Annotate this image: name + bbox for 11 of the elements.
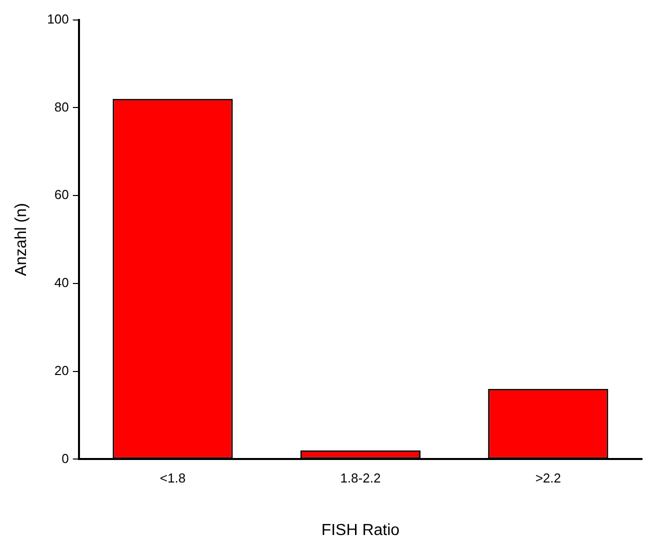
y-tick-label: 60 [54, 187, 69, 202]
x-tick-label: <1.8 [160, 470, 186, 486]
y-tick-label: 100 [47, 11, 69, 26]
y-tick-label: 40 [54, 275, 69, 290]
y-tick-label: 20 [54, 362, 69, 378]
x-axis-title: FISH Ratio [321, 522, 400, 539]
x-tick-label: 1.8-2.2 [340, 470, 381, 486]
y-tick-label: 0 [62, 450, 69, 466]
x-tick-label: >2.2 [535, 470, 561, 486]
y-tick-label: 80 [54, 99, 69, 114]
y-axis-title: Anzahl (n) [13, 203, 30, 276]
